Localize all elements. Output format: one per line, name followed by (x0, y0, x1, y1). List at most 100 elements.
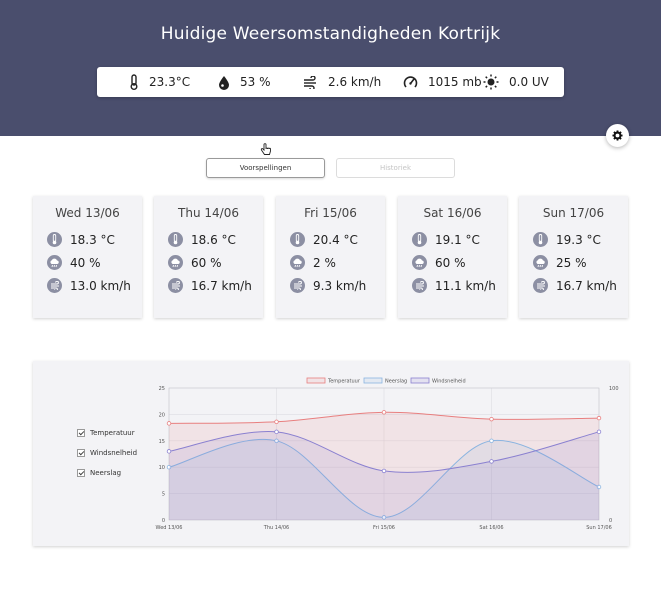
y-tick-label-right: 0 (609, 518, 612, 524)
stat-wind-value: 2.6 km/h (328, 75, 382, 89)
data-point-windsnelheid (274, 429, 279, 435)
y-tick-label-left: 15 (159, 439, 165, 445)
legend-swatch (306, 377, 326, 384)
checkbox[interactable] (77, 449, 85, 457)
forecast-wind: 16.7 km/h (533, 278, 617, 293)
data-point-temperatuur (596, 415, 602, 421)
thermometer-icon (412, 232, 427, 247)
weather-chart: 0 5 10 15 20 25 Wed 13/06 Thu 14/06 Fri 15/06 Sat… (156, 377, 619, 531)
stat-humidity: 53 % (218, 67, 271, 97)
tab-forecast[interactable]: Voorspellingen (206, 158, 325, 178)
humidity-drop-icon (219, 75, 229, 90)
sun-icon (483, 74, 499, 90)
data-point-temperatuur (274, 419, 279, 424)
forecast-wind-value: 11.1 km/h (435, 278, 496, 293)
series-area-windsnelheid (169, 431, 599, 520)
chart-panel: Temperatuur Windsnelheid Neerslag 0 5 10 15… (33, 361, 629, 546)
forecast-temp: 18.6 °C (168, 232, 236, 247)
stat-temperature-value: 23.3°C (149, 75, 191, 89)
forecast-rain: 60 % (412, 255, 466, 270)
forecast-card: Fri 15/06 20.4 °C 2 % 9.3 km/h (276, 196, 385, 318)
data-point-windsnelheid (489, 459, 494, 464)
forecast-temp: 20.4 °C (290, 232, 358, 247)
forecast-day: Fri 15/06 (304, 206, 357, 220)
forecast-day: Wed 13/06 (55, 206, 120, 220)
forecast-wind: 16.7 km/h (168, 278, 252, 293)
data-point-temperatuur (489, 416, 494, 422)
y-tick-label-left: 20 (159, 412, 165, 418)
data-point-neerslag (381, 515, 387, 520)
forecast-temp: 19.1 °C (412, 232, 480, 247)
legend-label: Neerslag (385, 379, 407, 385)
y-tick-label-left: 25 (159, 386, 165, 392)
forecast-temp-value: 19.1 °C (435, 232, 480, 247)
data-point-neerslag (166, 464, 172, 470)
rain-cloud-icon (168, 255, 183, 270)
y-tick-label-left: 0 (162, 518, 165, 524)
forecast-temp-value: 20.4 °C (313, 232, 358, 247)
y-tick-label-left: 5 (162, 492, 165, 498)
toggle-label: Neerslag (90, 469, 122, 477)
forecast-rain: 60 % (168, 255, 222, 270)
plot-area (168, 387, 600, 521)
forecast-card: Sun 17/06 19.3 °C 25 % 16.7 km/h (519, 196, 628, 318)
y-tick-label-left: 10 (159, 465, 165, 471)
thermometer-icon (533, 232, 548, 247)
data-point-temperatuur (166, 421, 172, 426)
data-point-neerslag (596, 484, 602, 490)
stat-pressure-value: 1015 mb (428, 75, 482, 89)
wind-icon (412, 278, 427, 293)
hand-cursor-icon (260, 143, 271, 155)
checkbox[interactable] (77, 469, 85, 477)
forecast-rain-value: 2 % (313, 255, 336, 270)
legend-swatch (410, 377, 430, 384)
forecast-rain-value: 25 % (556, 255, 587, 270)
stat-uv: 0.0 UV (483, 67, 549, 97)
forecast-card: Sat 16/06 19.1 °C 60 % 11.1 km/h (398, 196, 507, 318)
forecast-temp-value: 19.3 °C (556, 232, 601, 247)
data-point-neerslag (489, 438, 494, 443)
toggle-precipitation[interactable]: Neerslag (77, 469, 121, 477)
forecast-temp: 18.3 °C (47, 232, 115, 247)
thermometer-icon (130, 74, 138, 90)
x-tick-label: Wed 13/06 (156, 525, 183, 531)
header-banner: Huidige Weersomstandigheden Kortrijk 23.… (0, 0, 661, 136)
toggle-temperature[interactable]: Temperatuur (77, 429, 135, 437)
x-tick-label: Fri 15/06 (373, 525, 395, 531)
rain-cloud-icon (47, 255, 62, 270)
forecast-temp-value: 18.3 °C (70, 232, 115, 247)
checkbox[interactable] (77, 429, 85, 437)
settings-button[interactable] (606, 124, 629, 147)
data-point-windsnelheid (166, 449, 172, 454)
x-tick-label: Sun 17/06 (586, 525, 612, 531)
y-tick-label-right: 100 (609, 386, 619, 392)
stat-uv-value: 0.0 UV (509, 75, 549, 89)
data-point-windsnelheid (596, 429, 602, 435)
rain-cloud-icon (412, 255, 427, 270)
forecast-wind-value: 9.3 km/h (313, 278, 367, 293)
legend-label: Windsnelheid (432, 379, 466, 385)
forecast-wind: 13.0 km/h (47, 278, 131, 293)
pressure-gauge-icon (403, 75, 418, 88)
stat-temperature: 23.3°C (129, 67, 190, 97)
legend-swatch (363, 377, 383, 384)
forecast-wind: 11.1 km/h (412, 278, 496, 293)
tab-history[interactable]: Historiek (336, 158, 455, 178)
wind-icon (304, 75, 316, 89)
gear-icon (612, 130, 623, 141)
forecast-card: Wed 13/06 18.3 °C 40 % 13.0 km/h (33, 196, 142, 318)
x-tick-label: Sat 16/06 (479, 525, 503, 531)
rain-cloud-icon (290, 255, 305, 270)
forecast-rain: 40 % (47, 255, 101, 270)
forecast-rain: 25 % (533, 255, 587, 270)
current-conditions-bar: 23.3°C 53 % 2.6 km/h 1015 mb 0.0 UV (97, 67, 564, 97)
x-tick-label: Thu 14/06 (263, 525, 289, 531)
data-point-neerslag (274, 438, 279, 443)
toggle-windspeed[interactable]: Windsnelheid (77, 449, 137, 457)
wind-icon (290, 278, 305, 293)
forecast-day: Sat 16/06 (423, 206, 482, 220)
wind-icon (47, 278, 62, 293)
toggle-label: Windsnelheid (90, 449, 138, 457)
thermometer-icon (168, 232, 183, 247)
stat-wind: 2.6 km/h (303, 67, 381, 97)
